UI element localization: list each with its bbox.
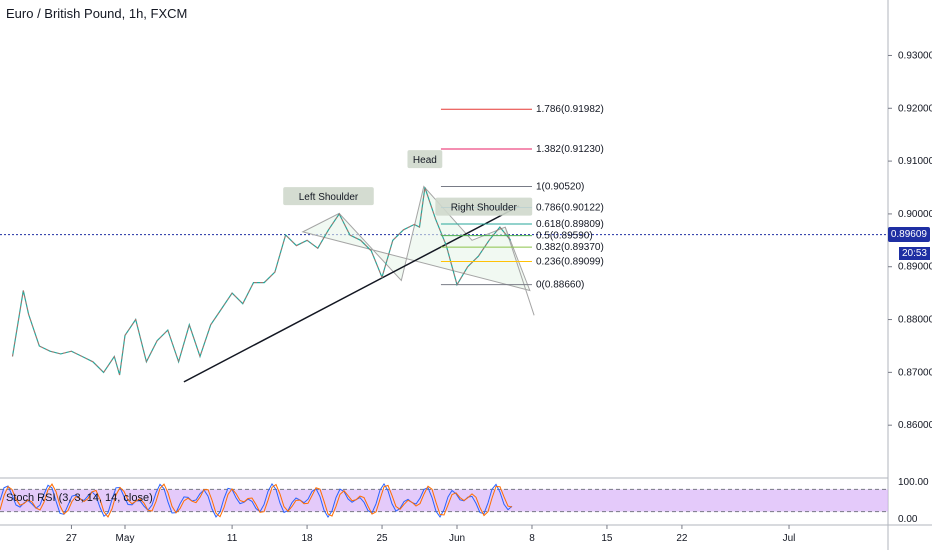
- fib-level-label: 0.618(0.89809): [536, 219, 604, 230]
- price-series-line: [11, 187, 512, 376]
- indicator-label: Stoch RSI (3, 3, 14, 14, close): [6, 492, 153, 504]
- x-tick-label: 25: [376, 533, 388, 544]
- fib-level-label: 0.236(0.89099): [536, 257, 604, 268]
- fib-level-label: 0.382(0.89370): [536, 242, 604, 253]
- stoch-d-line: [0, 483, 513, 518]
- y-tick-label: 0.91000: [898, 156, 932, 167]
- fib-level-label: 0(0.88660): [536, 280, 584, 291]
- countdown-tag: 20:53: [898, 247, 930, 260]
- x-tick-label: 22: [676, 533, 688, 544]
- annotation-label: Head: [413, 155, 437, 166]
- y-tick-label: 0.92000: [898, 103, 932, 114]
- annotation-box: [435, 197, 533, 216]
- annotation-box: [407, 150, 443, 169]
- y-tick-label: 0.90000: [898, 209, 932, 220]
- fib-level-label: 1.786(0.91982): [536, 104, 604, 115]
- current-price-tag: 0.89609: [887, 227, 930, 242]
- x-tick-label: Jul: [783, 533, 796, 544]
- y-tick-label: 0.93000: [898, 50, 932, 61]
- projection-line: [504, 226, 535, 316]
- fib-level-label: 1(0.90520): [536, 181, 584, 192]
- y-tick-label: 0.86000: [898, 420, 932, 431]
- x-tick-label: 11: [227, 533, 238, 544]
- x-tick-label: 8: [529, 533, 535, 544]
- x-tick-label: 15: [601, 533, 613, 544]
- annotation-box: [283, 187, 374, 206]
- x-tick-label: 18: [302, 533, 314, 544]
- x-tick-label: Jun: [449, 533, 465, 544]
- indicator-y-tick-label: 100.00: [898, 477, 929, 488]
- fib-level-label: 0.786(0.90122): [536, 202, 604, 213]
- annotation-label: Right Shoulder: [451, 203, 518, 214]
- indicator-y-tick-label: 0.00: [898, 514, 918, 525]
- annotation-label: Left Shoulder: [299, 192, 359, 203]
- fib-level-label: 1.382(0.91230): [536, 144, 604, 155]
- fib-level-label: 0.5(0.89590): [536, 231, 593, 242]
- y-tick-label: 0.88000: [898, 315, 932, 326]
- y-tick-label: 0.87000: [898, 367, 932, 378]
- x-tick-label: 27: [66, 533, 78, 544]
- chart-title: Euro / British Pound, 1h, FXCM: [6, 6, 188, 21]
- y-tick-label: 0.89000: [898, 262, 932, 273]
- x-tick-label: May: [116, 533, 135, 544]
